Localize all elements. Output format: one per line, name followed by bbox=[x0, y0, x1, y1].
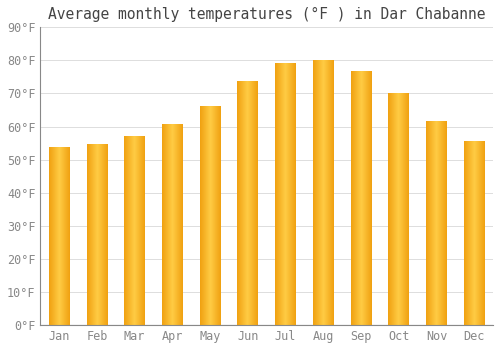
Title: Average monthly temperatures (°F ) in Dar Chabanne: Average monthly temperatures (°F ) in Da… bbox=[48, 7, 486, 22]
